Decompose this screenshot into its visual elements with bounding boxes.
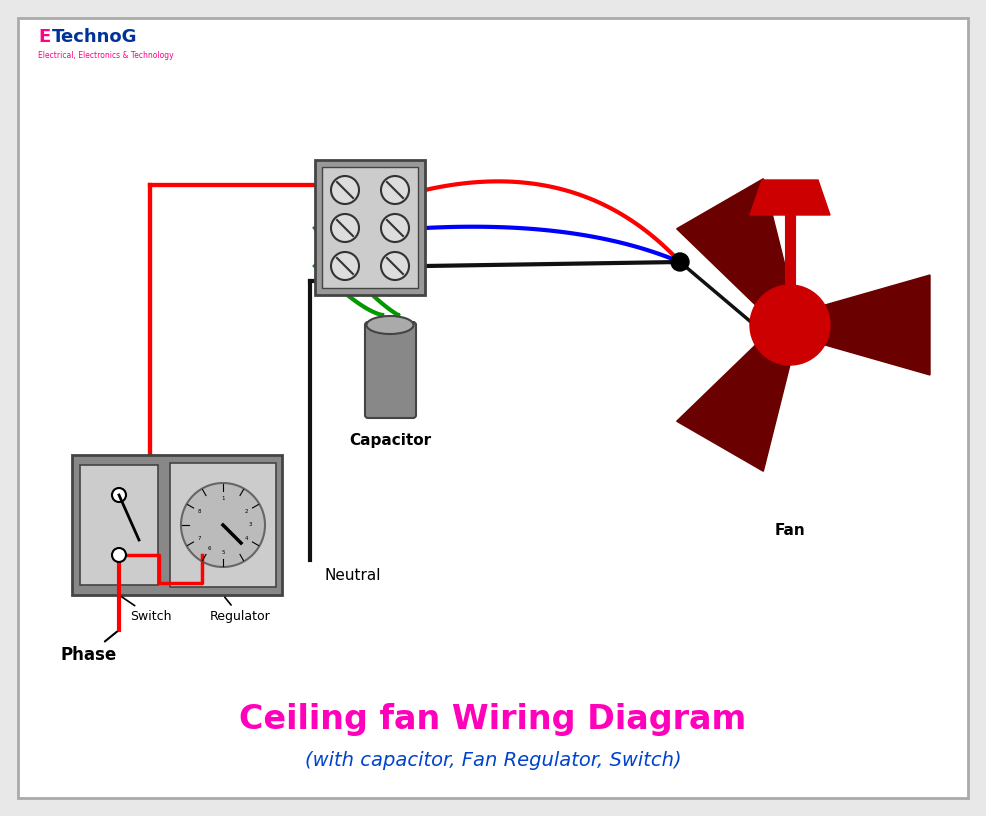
Polygon shape bbox=[825, 275, 930, 375]
Ellipse shape bbox=[367, 316, 413, 334]
Circle shape bbox=[381, 252, 409, 280]
Text: Ceiling fan Wiring Diagram: Ceiling fan Wiring Diagram bbox=[240, 703, 746, 737]
Text: 2: 2 bbox=[245, 509, 248, 514]
Text: Capacitor: Capacitor bbox=[349, 433, 431, 448]
Text: 8: 8 bbox=[198, 509, 201, 514]
FancyBboxPatch shape bbox=[170, 463, 276, 587]
Circle shape bbox=[381, 176, 409, 204]
Text: 7: 7 bbox=[198, 536, 201, 541]
FancyBboxPatch shape bbox=[365, 322, 416, 418]
Text: Phase: Phase bbox=[60, 632, 117, 664]
FancyBboxPatch shape bbox=[72, 455, 282, 595]
Circle shape bbox=[671, 253, 689, 271]
Circle shape bbox=[112, 488, 126, 502]
FancyBboxPatch shape bbox=[322, 167, 418, 288]
Circle shape bbox=[331, 176, 359, 204]
Circle shape bbox=[381, 214, 409, 242]
Polygon shape bbox=[676, 345, 790, 472]
FancyBboxPatch shape bbox=[80, 465, 158, 585]
Circle shape bbox=[181, 483, 265, 567]
Text: Fan: Fan bbox=[775, 523, 806, 538]
Circle shape bbox=[331, 252, 359, 280]
Text: 4: 4 bbox=[245, 536, 248, 541]
Text: Electrical, Electronics & Technology: Electrical, Electronics & Technology bbox=[38, 51, 174, 60]
Text: (with capacitor, Fan Regulator, Switch): (with capacitor, Fan Regulator, Switch) bbox=[305, 751, 681, 769]
Text: 6: 6 bbox=[208, 546, 211, 551]
Circle shape bbox=[750, 285, 830, 365]
Polygon shape bbox=[676, 179, 790, 304]
Text: Neutral: Neutral bbox=[325, 568, 382, 583]
Text: E: E bbox=[38, 28, 50, 46]
FancyBboxPatch shape bbox=[18, 18, 968, 798]
Text: Regulator: Regulator bbox=[210, 597, 271, 623]
Circle shape bbox=[112, 548, 126, 562]
Text: 1: 1 bbox=[221, 495, 225, 500]
Circle shape bbox=[331, 214, 359, 242]
FancyBboxPatch shape bbox=[315, 160, 425, 295]
Text: Switch: Switch bbox=[121, 596, 172, 623]
Text: 5: 5 bbox=[221, 549, 225, 555]
Text: TechnoG: TechnoG bbox=[52, 28, 137, 46]
Polygon shape bbox=[750, 180, 830, 215]
Text: 3: 3 bbox=[248, 522, 251, 527]
Circle shape bbox=[770, 305, 810, 345]
